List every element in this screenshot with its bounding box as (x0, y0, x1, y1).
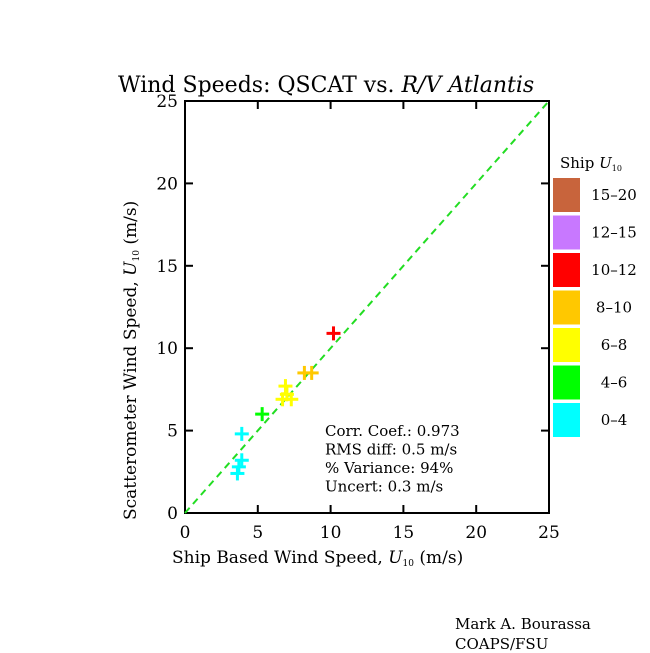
axis-ticks (184, 100, 550, 514)
legend-title-sub: 10 (612, 164, 622, 173)
data-point (304, 365, 319, 380)
y-tick-label: 5 (167, 422, 178, 442)
y-tick-label: 25 (156, 92, 178, 112)
y-tick-label: 20 (156, 174, 178, 194)
plot-frame (184, 100, 550, 514)
x-tick-label: 25 (538, 523, 560, 543)
chart-title-main: Wind Speeds: QSCAT vs. (118, 73, 394, 98)
data-point (255, 407, 270, 422)
legend-swatch (553, 178, 580, 212)
legend-label: 6–8 (601, 336, 628, 354)
credit-org: COAPS/FSU (455, 635, 549, 653)
chart-title-italic: R/V Atlantis (400, 73, 534, 98)
credit-name: Mark A. Bourassa (455, 615, 591, 633)
x-tick-label: 0 (180, 523, 191, 543)
y-axis-label-text: Scatterometer Wind Speed, (121, 281, 141, 520)
y-tick-label: 0 (167, 504, 178, 524)
x-axis-unit: (m/s) (419, 548, 463, 568)
legend-swatch (553, 215, 580, 250)
stats-line: % Variance: 94% (325, 459, 453, 477)
stats-line: Uncert: 0.3 m/s (325, 478, 443, 496)
x-tick-label: 20 (465, 523, 487, 543)
one-to-one-line (184, 100, 550, 514)
x-tick-label: 15 (393, 523, 415, 543)
legend-title: Ship U10 (560, 154, 622, 173)
legend-swatch (553, 328, 580, 362)
legend-label: 15–20 (591, 186, 637, 204)
legend-label: 0–4 (601, 411, 628, 429)
legend-label: 8–10 (596, 299, 632, 317)
data-point (284, 392, 299, 407)
y-tick-labels: 0 5 10 15 20 25 (156, 92, 178, 524)
data-point (234, 453, 249, 468)
legend-swatch (553, 253, 580, 287)
stats-line: RMS diff: 0.5 m/s (325, 441, 457, 459)
data-point (234, 426, 249, 441)
x-tick-labels: 0 5 10 15 20 25 (180, 523, 560, 543)
x-tick-label: 10 (320, 523, 342, 543)
legend: 15–20 12–15 10–12 8–10 6–8 4–6 0–4 (553, 178, 637, 437)
data-points (230, 326, 341, 481)
y-axis-unit: (m/s) (121, 201, 141, 245)
legend-label: 12–15 (591, 224, 637, 242)
y-tick-label: 10 (156, 339, 178, 359)
legend-label: 10–12 (591, 261, 637, 279)
x-axis-label: Ship Based Wind Speed, U10 (m/s) (172, 548, 463, 569)
data-point (326, 326, 341, 341)
x-axis-var-sub: 10 (403, 559, 415, 569)
data-point (230, 466, 245, 481)
legend-title-var: U (599, 154, 613, 172)
legend-title-text: Ship (560, 154, 594, 172)
y-tick-label: 15 (156, 257, 178, 277)
y-axis-var-sub: 10 (132, 250, 142, 262)
x-tick-label: 5 (252, 523, 263, 543)
legend-label: 4–6 (601, 374, 628, 392)
y-axis-var: U (121, 261, 141, 276)
legend-swatch (553, 365, 580, 400)
legend-swatch (553, 403, 580, 437)
y-axis-label: Scatterometer Wind Speed, U10 (m/s) (121, 201, 142, 520)
chart-title: Wind Speeds: QSCAT vs. R/V Atlantis (118, 73, 534, 98)
x-axis-var: U (388, 548, 403, 568)
stats-line: Corr. Coef.: 0.973 (325, 422, 460, 440)
x-axis-label-text: Ship Based Wind Speed, (172, 548, 383, 568)
legend-swatch (553, 290, 580, 325)
